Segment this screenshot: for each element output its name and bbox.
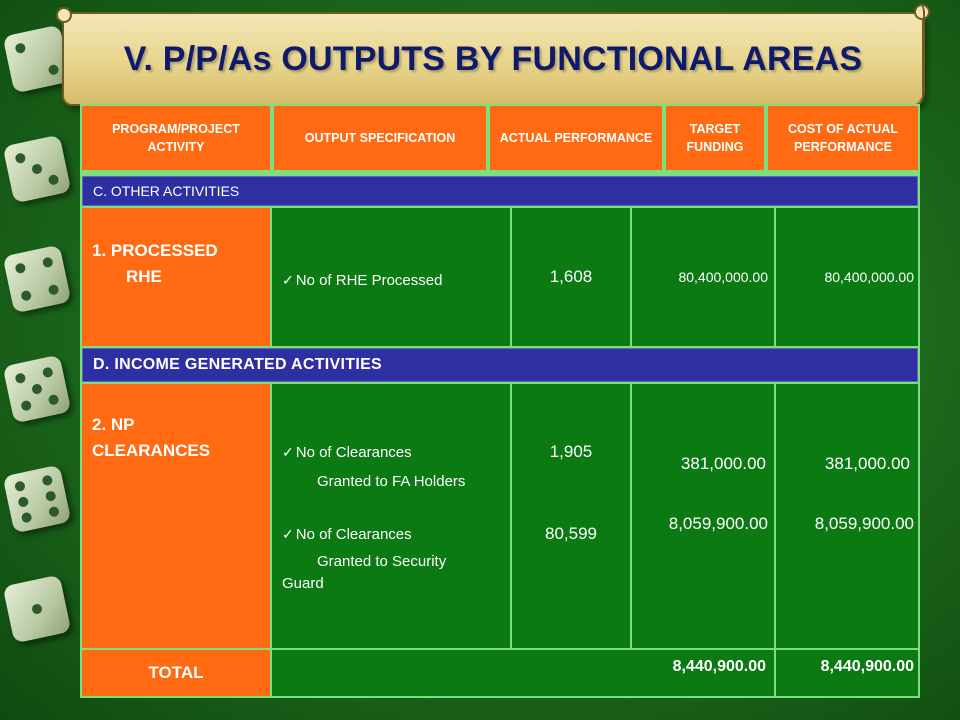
die-graphic	[2, 574, 72, 644]
die-graphic	[2, 464, 72, 534]
row2-actual: 1,905 80,599	[512, 384, 630, 648]
row2-cost: 381,000.00 8,059,900.00	[776, 384, 918, 648]
row1-target: 80,400,000.00	[632, 208, 774, 346]
row2-spec: ✓ No of Clearances Granted to FA Holders …	[272, 384, 510, 648]
row2-target1: 381,000.00	[680, 454, 766, 473]
check-icon: ✓	[282, 444, 294, 460]
row2-actual2: 80,599	[545, 524, 597, 543]
header-cost: COST OF ACTUAL PERFORMANCE	[768, 106, 918, 170]
die-graphic	[2, 244, 72, 314]
row1-program-line2: RHE	[126, 267, 162, 286]
row2-spec2-line2: Granted to Security	[317, 553, 447, 570]
page-title: V. P/P/As OUTPUTS BY FUNCTIONAL AREAS	[123, 40, 863, 78]
row2-program-line1: 2. NP	[92, 415, 135, 434]
total-target-value: 8,440,900.00	[672, 658, 766, 675]
die-graphic	[2, 134, 72, 204]
outputs-table: PROGRAM/PROJECT ACTIVITY OUTPUT SPECIFIC…	[80, 104, 920, 698]
section-income-generated: D. INCOME GENERATED ACTIVITIES	[82, 348, 918, 382]
row1-program: 1. PROCESSED RHE	[82, 208, 270, 346]
dice-decoration	[0, 10, 80, 720]
header-actual: ACTUAL PERFORMANCE	[490, 106, 662, 170]
header-output: OUTPUT SPECIFICATION	[274, 106, 486, 170]
row2-target: 381,000.00 8,059,900.00	[632, 384, 774, 648]
row1-spec-text: No of RHE Processed	[295, 272, 443, 289]
check-icon: ✓	[282, 526, 294, 542]
row2-cost2: 8,059,900.00	[814, 514, 914, 533]
row2-target2: 8,059,900.00	[668, 514, 768, 533]
total-label: TOTAL	[82, 650, 270, 696]
scroll-curl-left	[56, 7, 72, 23]
row2-spec2-line1: No of Clearances	[295, 526, 412, 543]
header-target: TARGET FUNDING	[666, 106, 764, 170]
header-program: PROGRAM/PROJECT ACTIVITY	[82, 106, 270, 170]
total-cost: 8,440,900.00	[776, 650, 918, 696]
row2-cost1: 381,000.00	[824, 454, 910, 473]
row1-cost: 80,400,000.00	[776, 208, 918, 346]
row2-program: 2. NP CLEARANCES	[82, 384, 270, 648]
row2-actual1: 1,905	[549, 442, 593, 461]
row2-program-line2: CLEARANCES	[92, 441, 211, 460]
row2-spec2-line3: Guard	[282, 575, 324, 592]
scroll-fold	[903, 2, 925, 102]
check-icon: ✓	[282, 272, 294, 288]
section-other-activities: C. OTHER ACTIVITIES	[82, 176, 918, 206]
row1-program-line1: 1. PROCESSED	[92, 241, 218, 260]
row2-spec1-line1: No of Clearances	[295, 444, 412, 461]
row2-spec1-line2: Granted to FA Holders	[317, 473, 466, 490]
title-scroll: V. P/P/As OUTPUTS BY FUNCTIONAL AREAS	[56, 2, 930, 106]
row1-spec: ✓ No of RHE Processed	[272, 208, 510, 346]
die-graphic	[2, 354, 72, 424]
row1-actual: 1,608	[512, 208, 630, 346]
total-target: 8,440,900.00	[272, 650, 774, 696]
total-cost-value: 8,440,900.00	[820, 658, 914, 675]
